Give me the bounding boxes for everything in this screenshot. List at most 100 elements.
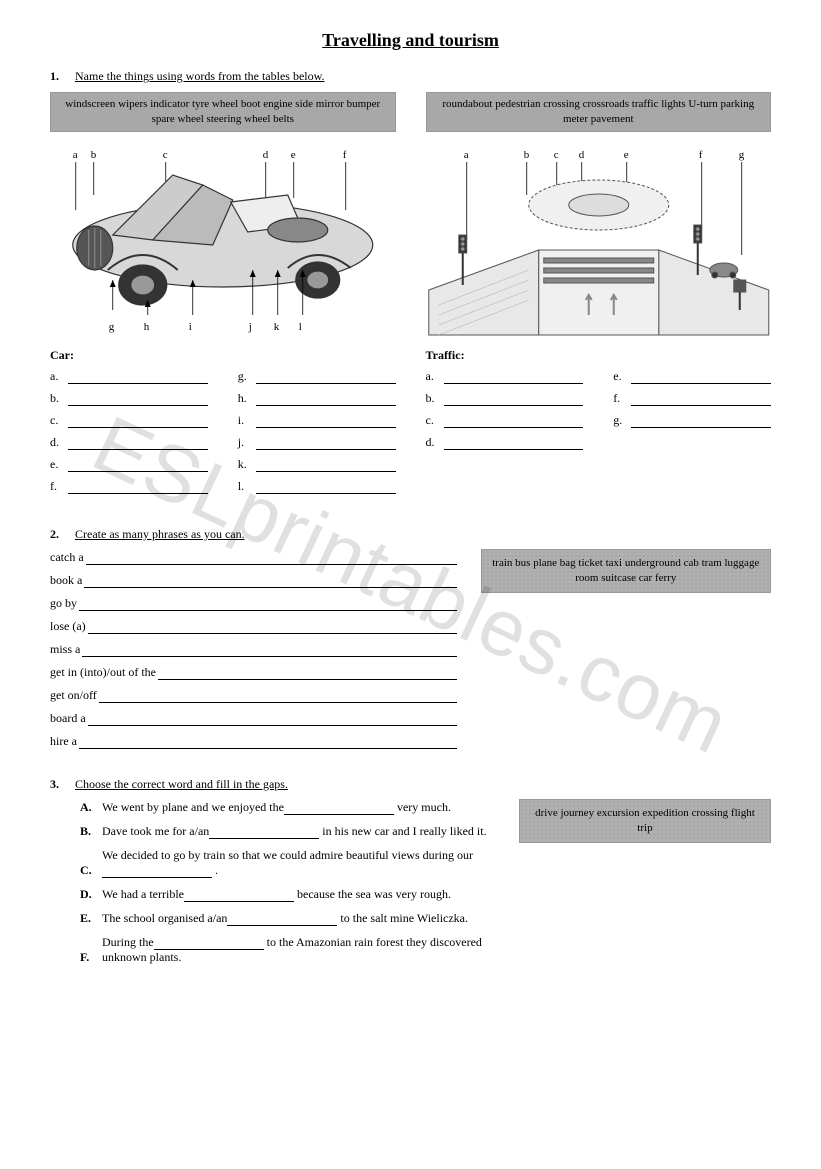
blank-line[interactable] — [631, 416, 771, 428]
blank-line[interactable] — [256, 416, 396, 428]
page-title: Travelling and tourism — [50, 30, 771, 51]
task3-wordbox: drive journey excursion expedition cross… — [519, 799, 771, 844]
phrase-label: book a — [50, 573, 82, 588]
phrase-line[interactable] — [79, 737, 457, 749]
blank-line[interactable] — [444, 438, 584, 450]
sentence-row: C.We decided to go by train so that we c… — [50, 848, 495, 878]
phrase-label: get on/off — [50, 688, 97, 703]
blank-label: j. — [238, 435, 254, 450]
blank-row: d. — [50, 435, 208, 450]
sentence-letter: F. — [80, 950, 102, 965]
blank-label: a. — [426, 369, 442, 384]
inline-blank[interactable] — [184, 890, 294, 902]
phrase-line[interactable] — [158, 668, 457, 680]
phrase-label: catch a — [50, 550, 84, 565]
blank-label: f. — [613, 391, 629, 406]
phrase-line[interactable] — [88, 714, 457, 726]
blank-label: g. — [238, 369, 254, 384]
blank-line[interactable] — [444, 372, 584, 384]
blank-line[interactable] — [68, 372, 208, 384]
blank-row: b. — [426, 391, 584, 406]
task2-num: 2. — [50, 527, 72, 542]
svg-text:k: k — [274, 321, 280, 333]
phrase-line[interactable] — [86, 553, 457, 565]
sentence-letter: D. — [80, 887, 102, 902]
task1-car-column: windscreen wipers indicator tyre wheel b… — [50, 92, 396, 501]
svg-text:b: b — [91, 149, 97, 161]
blank-line[interactable] — [631, 394, 771, 406]
inline-blank[interactable] — [154, 938, 264, 950]
task3-section: 3. Choose the correct word and fill in t… — [50, 777, 771, 974]
svg-text:a: a — [73, 149, 78, 161]
blank-line[interactable] — [68, 460, 208, 472]
blank-line[interactable] — [68, 438, 208, 450]
phrase-row: get on/off — [50, 688, 457, 703]
blank-line[interactable] — [256, 460, 396, 472]
task2-header: 2. Create as many phrases as you can. — [50, 527, 457, 542]
blank-label: i. — [238, 413, 254, 428]
blank-label: e. — [613, 369, 629, 384]
phrase-line[interactable] — [88, 622, 457, 634]
task1-columns: windscreen wipers indicator tyre wheel b… — [50, 92, 771, 501]
task3-instr: Choose the correct word and fill in the … — [75, 777, 288, 791]
sentence-letter: A. — [80, 800, 102, 815]
blank-line[interactable] — [256, 372, 396, 384]
traffic-wordbox: roundabout pedestrian crossing crossroad… — [426, 92, 772, 132]
svg-text:e: e — [291, 149, 296, 161]
blank-row: g. — [238, 369, 396, 384]
svg-text:g: g — [738, 149, 744, 161]
sentence-row: D.We had a terrible because the sea was … — [50, 887, 495, 902]
sentence-row: A.We went by plane and we enjoyed the ve… — [50, 800, 495, 815]
task1-traffic-column: roundabout pedestrian crossing crossroad… — [426, 92, 772, 501]
blank-row: f. — [50, 479, 208, 494]
blank-label: e. — [50, 457, 66, 472]
sentence-body: We went by plane and we enjoyed the very… — [102, 800, 451, 815]
task2-section: 2. Create as many phrases as you can. ca… — [50, 527, 771, 757]
phrase-line[interactable] — [82, 645, 456, 657]
phrase-line[interactable] — [79, 599, 457, 611]
svg-text:d: d — [578, 149, 584, 161]
blank-row: c. — [426, 413, 584, 428]
blank-line[interactable] — [68, 482, 208, 494]
phrase-line[interactable] — [99, 691, 457, 703]
task2-instr: Create as many phrases as you can. — [75, 527, 245, 541]
blank-line[interactable] — [631, 372, 771, 384]
svg-text:f: f — [343, 149, 347, 161]
task3-header: 3. Choose the correct word and fill in t… — [50, 777, 495, 792]
blank-row: b. — [50, 391, 208, 406]
svg-text:c: c — [553, 149, 558, 161]
inline-blank[interactable] — [284, 803, 394, 815]
phrase-row: miss a — [50, 642, 457, 657]
inline-blank[interactable] — [102, 866, 212, 878]
blank-line[interactable] — [68, 394, 208, 406]
sentence-body: We had a terrible because the sea was ve… — [102, 887, 451, 902]
phrase-row: book a — [50, 573, 457, 588]
phrase-line[interactable] — [84, 576, 456, 588]
phrase-row: catch a — [50, 550, 457, 565]
task2-left: 2. Create as many phrases as you can. ca… — [50, 527, 457, 757]
traffic-blanks-right: e. f. g. — [613, 369, 771, 457]
car-blanks: a.b.c.d.e.f. g.h.i.j.k.l. — [50, 369, 396, 501]
blank-line[interactable] — [256, 394, 396, 406]
blank-row: d. — [426, 435, 584, 450]
svg-text:e: e — [623, 149, 628, 161]
inline-blank[interactable] — [227, 914, 337, 926]
blank-row: e. — [613, 369, 771, 384]
blank-row: e. — [50, 457, 208, 472]
blank-row: g. — [613, 413, 771, 428]
blank-line[interactable] — [444, 416, 584, 428]
svg-text:h: h — [144, 321, 150, 333]
sentence-body: The school organised a/an to the salt mi… — [102, 911, 468, 926]
task3-sentences: A.We went by plane and we enjoyed the ve… — [50, 800, 495, 965]
task2-phrases: catch abook ago bylose (a)miss aget in (… — [50, 550, 457, 749]
blank-line[interactable] — [444, 394, 584, 406]
svg-text:b: b — [523, 149, 529, 161]
blank-label: c. — [50, 413, 66, 428]
blank-line[interactable] — [256, 482, 396, 494]
car-diagram: a b c d e f — [50, 140, 396, 340]
blank-line[interactable] — [68, 416, 208, 428]
phrase-label: lose (a) — [50, 619, 86, 634]
blank-row: a. — [50, 369, 208, 384]
inline-blank[interactable] — [209, 827, 319, 839]
blank-line[interactable] — [256, 438, 396, 450]
